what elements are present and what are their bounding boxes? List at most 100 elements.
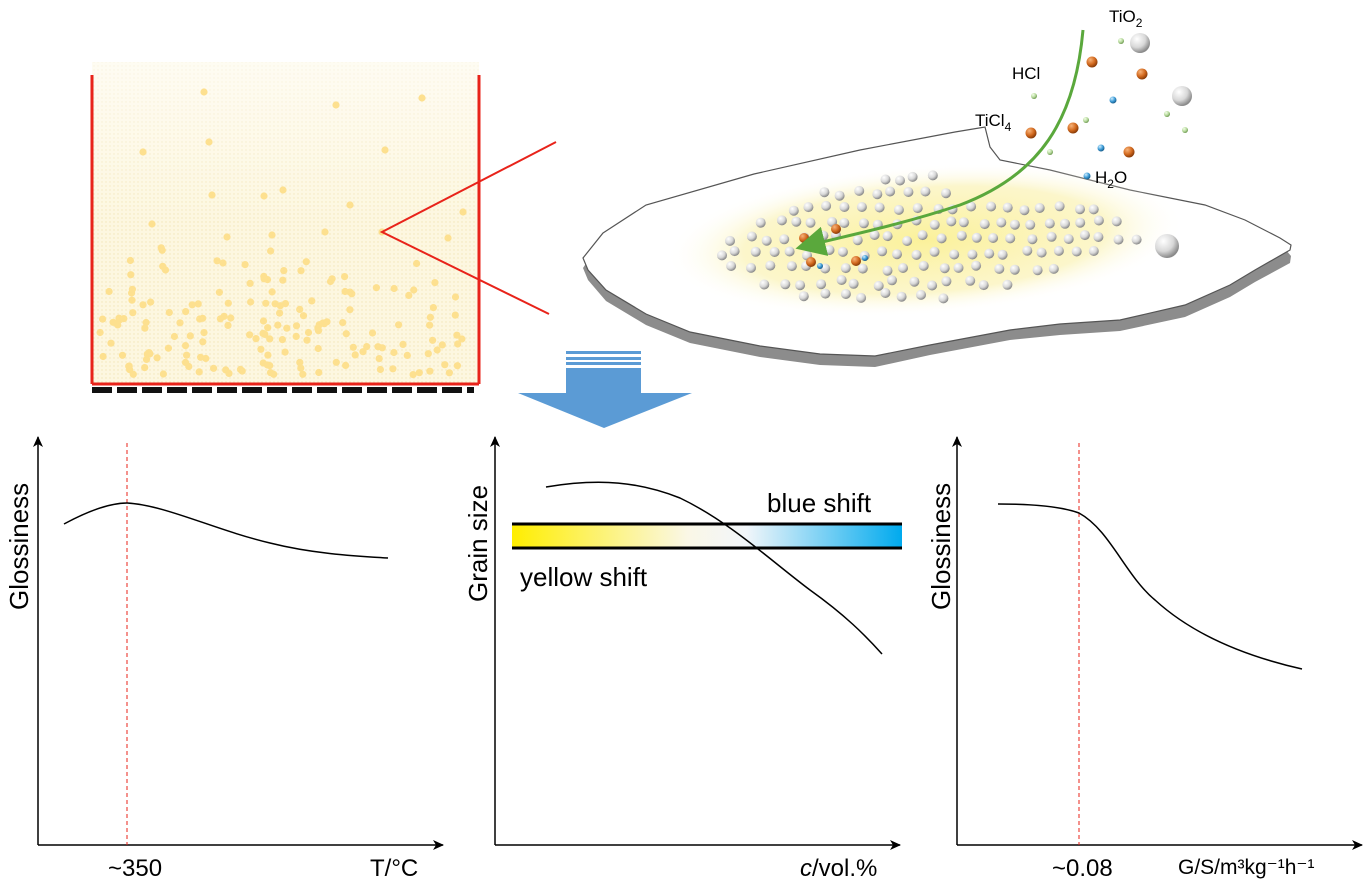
tio2-particle [882,231,893,242]
hcl-molecule [1182,127,1188,133]
chart-concentration: Grain size blue shift yellow shift c/vol… [463,436,902,882]
yellow-shift-label: yellow shift [520,562,648,592]
deposition-path-arrow [795,29,1085,256]
reactor-particle [205,138,213,146]
reactor-particle [213,257,221,265]
h2o-molecule [1083,172,1091,180]
tio2-particle [885,186,896,197]
tio2-particle [816,279,827,290]
tio2-particle [857,263,868,274]
tio2-particle [918,260,929,271]
reactor-particle [247,298,255,306]
tio2-particle [1130,33,1150,53]
tio2-particle [892,249,902,260]
reactor-particle [262,299,270,307]
species-label-ticl4: TiCl4 [975,111,1012,134]
reactor-particle [302,258,310,266]
ticl4-molecule [806,257,816,267]
tio2-particle [805,217,816,228]
tio2-particle [895,175,905,186]
reactor-particle [139,148,147,156]
tio2-particle [1063,234,1074,244]
marker-value-label: ~0.08 [1052,855,1113,882]
reactor-particle [252,335,260,343]
reactor-particle [147,298,155,306]
arrow-stripe [566,351,641,354]
glossiness-curve [997,503,1303,670]
surface-tio2-particles [717,170,1142,304]
tio2-particle [938,293,949,304]
reactor-interior-fade [92,62,479,222]
hcl-molecule [1047,149,1053,155]
reactor-particle [194,300,202,308]
reactor-particle [182,308,190,316]
tio2-particle [873,280,884,291]
tio2-particle [996,217,1007,228]
tio2-particle [880,288,891,298]
reactor-particle [148,220,156,228]
color-shift-bar [512,524,902,548]
tio2-particle [795,280,806,291]
reactor-particle [413,259,421,268]
tio2-particle [1036,247,1047,258]
tio2-particle [840,289,851,299]
reactor-particle [199,338,207,346]
process-down-arrow [518,351,692,428]
reactor-particle [321,228,329,236]
reactor-particle [264,351,272,359]
reactor-particle [341,273,349,281]
reactor-particle [299,312,308,320]
tio2-coating-zone [665,163,1185,317]
reactor-particle [453,331,461,339]
tio2-particle [821,200,832,211]
tio2-particle [1044,218,1055,229]
tio2-particle [1093,215,1104,226]
tio2-particle [902,236,913,246]
tio2-particle [1002,202,1013,213]
tio2-particle [936,233,947,244]
reactor-particle [115,314,123,322]
tio2-particle [834,190,845,201]
reactor-particles [96,88,467,379]
reactor-particle [459,208,467,216]
reactor-particle [141,364,149,372]
tio2-particle [874,202,885,213]
tio2-particle [1131,234,1142,245]
tio2-particle [1079,230,1090,241]
reactor-particle [223,233,231,241]
tio2-particle [818,230,829,241]
tio2-particle [837,246,848,257]
reactor-particle [276,302,284,310]
reactor-particle [429,304,437,312]
gas-phase-molecules [1025,33,1192,258]
reactor-particle [128,296,136,304]
tio2-particle [953,262,964,273]
tio2-particle [979,219,990,230]
tio2-particle [819,187,830,198]
tio2-particle [929,219,940,230]
tio2-particle [1034,203,1045,213]
tio2-particle [1022,245,1033,256]
reactor-particle [139,301,147,309]
species-label-hcl: HCl [1012,64,1040,83]
reactor-particle [292,322,301,330]
tio2-particle [917,230,928,241]
species-label-h2o: H2O [1095,168,1127,191]
reactor-particle [126,256,134,265]
tio2-particle [967,249,978,260]
tio2-particle [1009,264,1020,275]
reactor-particle [141,324,149,332]
tio2-particle [824,245,835,255]
arrow-body [518,368,692,428]
reactor-particle [186,332,194,340]
reactor-particle [181,358,190,366]
reactor-particle [210,364,218,372]
tio2-particle [1046,231,1057,242]
reactor-particle [159,370,167,378]
tio2-particle [941,276,952,287]
reactor-particle [339,319,347,327]
reactor-particle [246,279,254,287]
reactor-particle [429,336,437,344]
h2o-molecule [817,263,823,269]
reactor-particle [297,364,305,372]
